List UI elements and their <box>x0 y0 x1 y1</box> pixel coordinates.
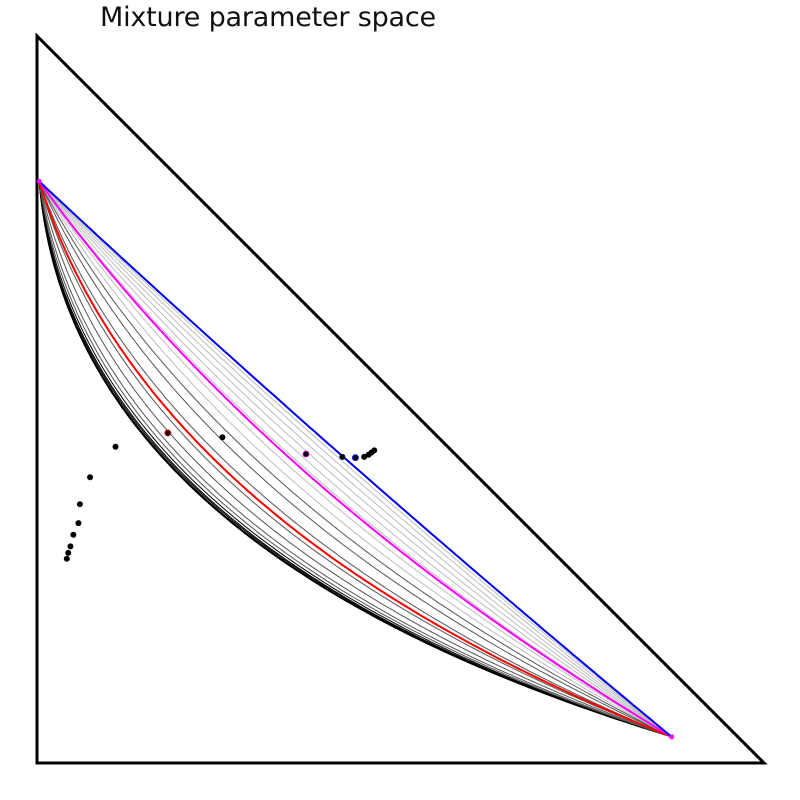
family-curve <box>38 181 672 738</box>
family-curve <box>38 181 672 738</box>
family-curve <box>38 181 672 738</box>
series-line <box>38 180 673 738</box>
data-point <box>87 474 94 481</box>
family-curve <box>38 181 672 738</box>
data-point <box>371 447 378 454</box>
family-curve <box>38 181 673 738</box>
family-curve <box>38 181 672 738</box>
family-curve <box>38 181 672 738</box>
data-point <box>63 555 70 562</box>
family-curve <box>38 181 672 738</box>
family-curve <box>38 181 673 738</box>
family-curve <box>38 181 672 738</box>
series-marker <box>164 429 172 437</box>
data-point <box>65 549 72 556</box>
data-point <box>70 531 77 538</box>
data-point <box>75 520 82 527</box>
point-markers <box>36 178 675 740</box>
endpoint-marker <box>36 178 42 184</box>
family-curve <box>38 181 672 738</box>
simplex-frame <box>35 32 768 765</box>
family-curve <box>38 181 672 738</box>
highlight-series <box>38 180 673 738</box>
family-curve <box>38 181 672 738</box>
series-line <box>38 180 673 738</box>
data-point <box>112 443 119 450</box>
family-curve <box>38 181 672 738</box>
family-curve <box>38 181 672 738</box>
data-point <box>67 543 74 550</box>
family-curve <box>38 181 672 738</box>
data-point <box>219 434 226 441</box>
chart-title: Mixture parameter space <box>100 2 436 33</box>
curve-family <box>38 181 673 738</box>
simplex-triangle <box>35 32 768 765</box>
data-point <box>339 453 346 460</box>
series-marker <box>302 450 310 458</box>
family-curve <box>38 181 672 738</box>
endpoint-marker <box>669 734 675 740</box>
series-marker <box>352 454 359 462</box>
family-curve <box>38 181 672 738</box>
data-point <box>76 501 83 508</box>
series-line <box>38 181 673 738</box>
